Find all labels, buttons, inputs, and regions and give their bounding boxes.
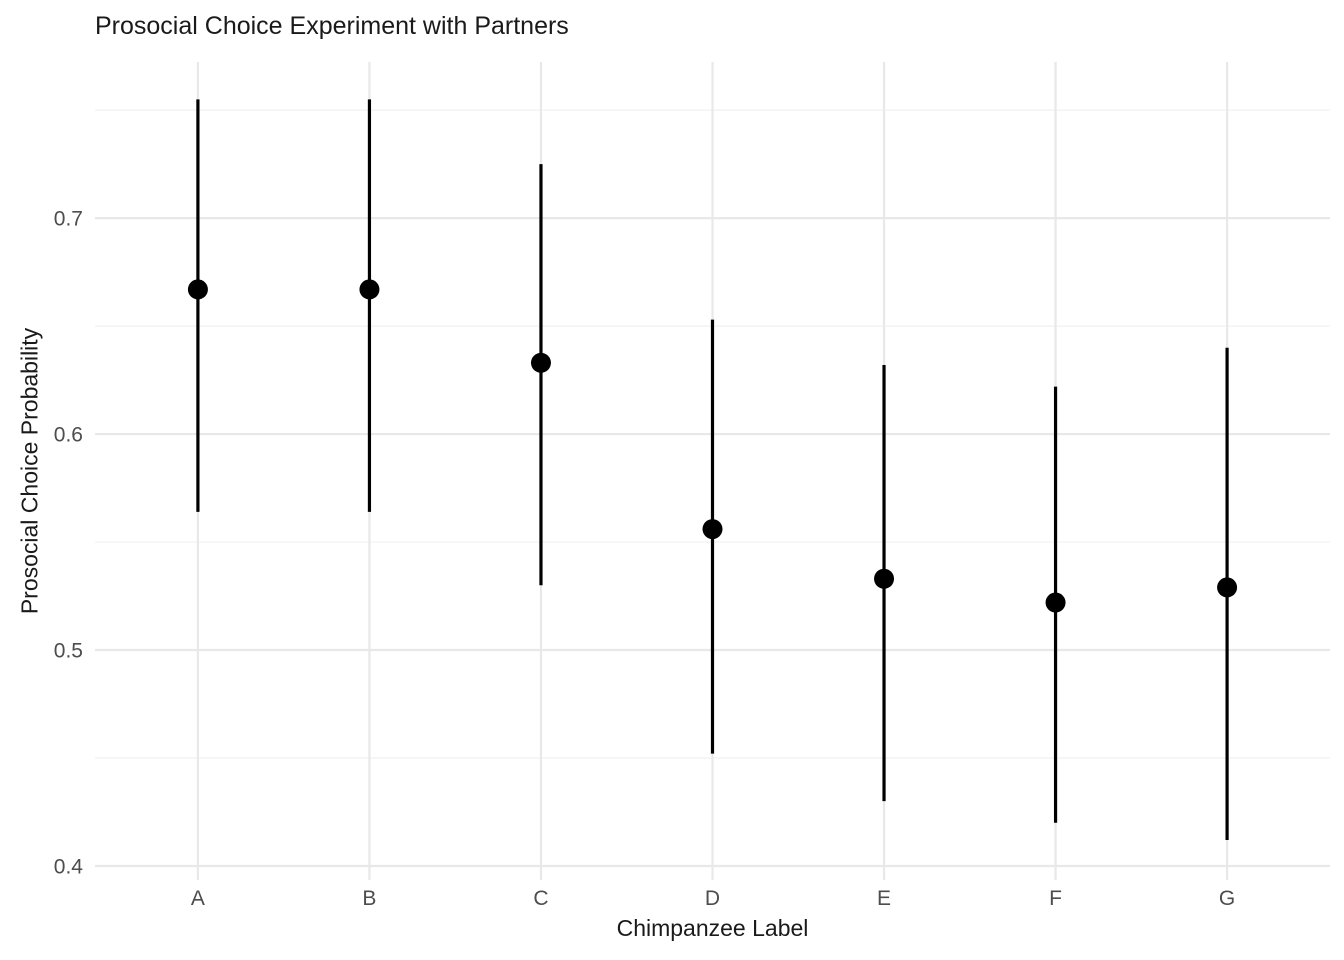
x-tick-label-A: A (191, 887, 205, 910)
point-C (530, 352, 551, 373)
x-tick-label-C: C (533, 887, 548, 910)
y-axis-title: Prosocial Choice Probability (16, 327, 43, 615)
x-tick-label-F: F (1049, 887, 1062, 910)
y-tick-label-0.7: 0.7 (54, 208, 83, 231)
y-tick-label-0.6: 0.6 (54, 424, 83, 447)
point-G (1217, 577, 1238, 598)
point-D (702, 519, 723, 540)
point-E (874, 568, 895, 589)
x-tick-label-B: B (362, 887, 376, 910)
y-tick-label-0.5: 0.5 (54, 640, 83, 663)
point-B (359, 279, 380, 300)
y-tick-label-0.4: 0.4 (54, 855, 84, 878)
x-tick-label-E: E (877, 887, 891, 910)
chart-title: Prosocial Choice Experiment with Partner… (95, 12, 569, 40)
x-tick-label-D: D (705, 887, 720, 910)
point-F (1045, 592, 1066, 613)
x-tick-label-G: G (1219, 887, 1235, 910)
point-A (187, 279, 208, 300)
x-axis-title: Chimpanzee Label (616, 915, 809, 941)
